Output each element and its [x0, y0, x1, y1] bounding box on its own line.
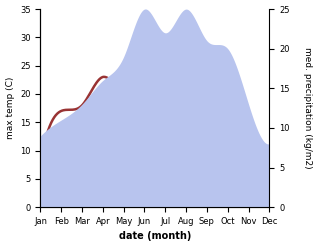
Y-axis label: med. precipitation (kg/m2): med. precipitation (kg/m2)	[303, 47, 313, 169]
X-axis label: date (month): date (month)	[119, 231, 191, 242]
Y-axis label: max temp (C): max temp (C)	[5, 77, 15, 139]
